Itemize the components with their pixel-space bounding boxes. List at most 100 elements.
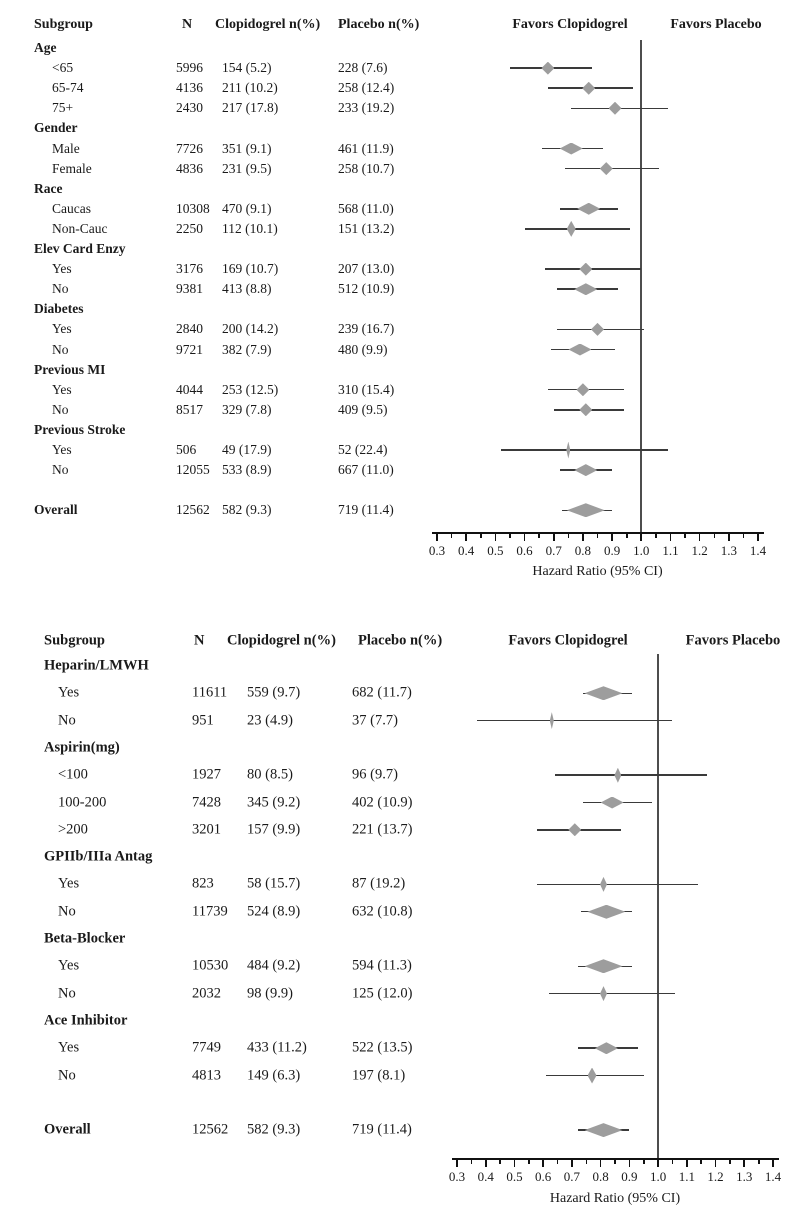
clopidogrel-cell: 211 (10.2) bbox=[222, 80, 278, 96]
axis-tick bbox=[698, 534, 701, 541]
n-cell: 12562 bbox=[192, 1121, 229, 1138]
tick-label: 1.1 bbox=[662, 543, 679, 558]
placebo-cell: 96 (9.7) bbox=[352, 766, 398, 783]
tick-label: 1.1 bbox=[678, 1169, 695, 1184]
axis-tick bbox=[757, 534, 759, 541]
tick-label: 0.5 bbox=[506, 1169, 523, 1184]
tick-label: 1.0 bbox=[633, 543, 650, 558]
n-cell: 10530 bbox=[192, 957, 229, 974]
hr-diamond bbox=[579, 403, 593, 417]
favors-placebo-label: Favors Placebo bbox=[685, 632, 781, 649]
hr-diamond bbox=[600, 876, 607, 892]
axis-tick bbox=[513, 1160, 516, 1167]
placebo-cell: 37 (7.7) bbox=[352, 712, 398, 729]
subgroup-cell: Yes bbox=[52, 381, 72, 397]
placebo-cell: 461 (11.9) bbox=[338, 140, 394, 156]
hr-diamond bbox=[584, 959, 623, 974]
n-cell: 8517 bbox=[176, 401, 203, 417]
clopidogrel-cell: 351 (9.1) bbox=[222, 140, 272, 156]
n-cell: 12055 bbox=[176, 462, 210, 478]
hr-diamond bbox=[600, 796, 624, 809]
clopidogrel-cell: 200 (14.2) bbox=[222, 321, 279, 337]
hr-diamond bbox=[582, 81, 596, 95]
axis-minor-tick bbox=[655, 534, 657, 538]
placebo-cell: 522 (13.5) bbox=[352, 1039, 413, 1056]
hr-diamond bbox=[541, 61, 555, 75]
col-header-subgroup: Subgroup bbox=[44, 632, 105, 649]
subgroup-cell: No bbox=[58, 1067, 76, 1083]
placebo-cell: 682 (11.7) bbox=[352, 684, 412, 701]
tick-label: 1.2 bbox=[707, 1169, 724, 1184]
reference-line bbox=[640, 40, 643, 532]
clopidogrel-cell: 23 (4.9) bbox=[247, 712, 293, 729]
placebo-cell: 221 (13.7) bbox=[352, 821, 413, 838]
ci-line bbox=[554, 774, 707, 776]
subgroup-cell: Elev Card Enzy bbox=[34, 241, 126, 256]
clopidogrel-cell: 524 (8.9) bbox=[247, 903, 301, 920]
axis-minor-tick bbox=[625, 534, 628, 538]
axis-tick bbox=[772, 1160, 774, 1167]
n-cell: 3176 bbox=[176, 261, 203, 277]
clopidogrel-cell: 217 (17.8) bbox=[222, 100, 279, 116]
subgroup-cell: Age bbox=[34, 40, 57, 55]
hr-diamond bbox=[549, 712, 554, 730]
clopidogrel-cell: 49 (17.9) bbox=[222, 442, 272, 457]
placebo-cell: 258 (12.4) bbox=[338, 80, 395, 96]
hr-diamond bbox=[587, 1067, 597, 1084]
n-cell: 2032 bbox=[192, 985, 221, 1002]
reference-line bbox=[657, 654, 660, 1158]
subgroup-cell: Previous Stroke bbox=[34, 421, 126, 437]
subgroup-cell: Heparin/LMWH bbox=[44, 657, 149, 674]
subgroup-cell: 100-200 bbox=[58, 794, 107, 810]
subgroup-cell: Yes bbox=[52, 442, 72, 457]
axis-tick bbox=[456, 1160, 458, 1167]
tick-label: 0.7 bbox=[545, 543, 562, 558]
axis-minor-tick bbox=[700, 1160, 703, 1164]
axis-tick bbox=[714, 1160, 717, 1167]
subgroup-cell: Yes bbox=[58, 1039, 80, 1056]
n-cell: 10308 bbox=[176, 200, 210, 216]
clopidogrel-cell: 169 (10.7) bbox=[222, 261, 279, 277]
subgroup-cell: GPIIb/IIIa Antag bbox=[44, 848, 153, 865]
subgroup-cell: Caucas bbox=[52, 200, 91, 216]
subgroup-cell: No bbox=[52, 462, 69, 478]
subgroup-cell: Ace Inhibitor bbox=[44, 1012, 128, 1029]
placebo-cell: 667 (11.0) bbox=[338, 462, 394, 478]
n-cell: 11611 bbox=[192, 684, 228, 701]
clopidogrel-cell: 253 (12.5) bbox=[222, 381, 279, 397]
hr-diamond bbox=[587, 904, 626, 919]
hr-diamond bbox=[566, 220, 576, 237]
axis-minor-tick bbox=[643, 1160, 645, 1164]
axis-minor-tick bbox=[567, 534, 570, 538]
tick-label: 1.3 bbox=[736, 1169, 753, 1184]
subgroup-cell: Female bbox=[52, 160, 92, 176]
hr-diamond bbox=[591, 322, 604, 336]
ci-line bbox=[548, 992, 676, 995]
col-header-clopidogrel: Clopidogrel n(%) bbox=[215, 17, 321, 32]
clopidogrel-cell: 559 (9.7) bbox=[247, 684, 301, 701]
subgroup-cell: Yes bbox=[58, 957, 80, 974]
subgroup-cell: No bbox=[52, 341, 69, 357]
hr-diamond bbox=[559, 142, 583, 155]
axis-minor-tick bbox=[450, 534, 453, 538]
placebo-cell: 632 (10.8) bbox=[352, 903, 413, 920]
n-cell: 11739 bbox=[192, 903, 228, 920]
axis-tick bbox=[582, 534, 584, 541]
placebo-cell: 239 (16.7) bbox=[338, 321, 395, 337]
hr-diamond bbox=[576, 383, 590, 397]
ci-line bbox=[524, 228, 630, 230]
axis-tick bbox=[599, 1160, 602, 1167]
n-cell: 823 bbox=[192, 875, 214, 892]
hr-diamond bbox=[568, 823, 582, 837]
ci-line bbox=[501, 449, 668, 451]
col-header-placebo: Placebo n(%) bbox=[338, 17, 420, 32]
n-cell: 7749 bbox=[192, 1039, 221, 1056]
subgroup-cell: Previous MI bbox=[34, 361, 106, 377]
placebo-cell: 594 (11.3) bbox=[352, 957, 412, 974]
clopidogrel-cell: 112 (10.1) bbox=[222, 220, 278, 236]
placebo-cell: 719 (11.4) bbox=[338, 502, 394, 518]
axis-minor-tick bbox=[556, 1160, 559, 1164]
n-cell: 7726 bbox=[176, 140, 203, 156]
subgroup-cell: Yes bbox=[58, 684, 80, 701]
